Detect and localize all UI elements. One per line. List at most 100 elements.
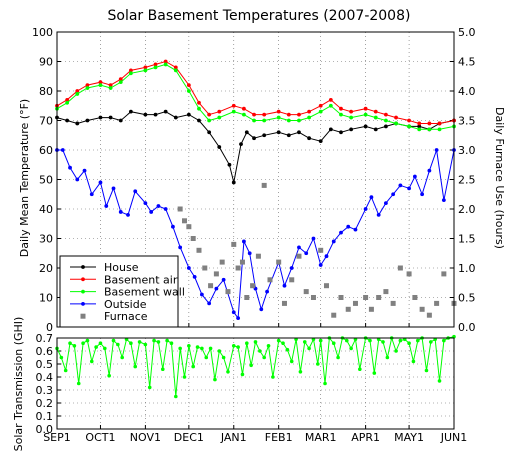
basement-wall-point (65, 100, 70, 105)
basement-air-point (286, 112, 291, 117)
solar-transmission-point (165, 338, 169, 343)
outside-point (265, 289, 269, 294)
furnace-point (202, 265, 208, 271)
solar-transmission-point (411, 359, 416, 364)
solar-transmission-point (398, 338, 403, 343)
lower-y-tick-label: 0.5 (36, 358, 54, 371)
solar-transmission-point (249, 363, 253, 368)
furnace-point (338, 295, 344, 300)
outside-point (214, 286, 219, 291)
basement-air-point (65, 97, 70, 102)
solar-transmission-point (240, 372, 245, 377)
solar-transmission-point (169, 341, 174, 346)
house-point (75, 121, 80, 126)
outside-point (143, 201, 148, 206)
basement-wall-point (394, 121, 398, 126)
y-tick-label: 100 (32, 26, 53, 39)
lower-y-tick-label: 0.7 (36, 332, 54, 345)
house-point (286, 133, 291, 138)
solar-transmission-point (289, 359, 294, 364)
house-point (108, 115, 113, 120)
solar-transmission-point (226, 370, 230, 374)
basement-wall-point (318, 109, 323, 114)
house-point (231, 180, 236, 185)
solar-transmission-point (281, 341, 285, 346)
basement-wall-point (108, 86, 113, 90)
solar-transmission-point (213, 377, 217, 382)
y2-tick-label: 2.0 (458, 203, 476, 216)
basement-air-point (242, 106, 246, 111)
outside-point (186, 266, 191, 270)
outside-point (199, 292, 204, 297)
y2-tick-label: 4.5 (458, 56, 476, 69)
basement-wall-point (173, 68, 178, 73)
furnace-point (376, 295, 382, 300)
furnace-point (190, 236, 196, 241)
furnace-point (296, 253, 302, 259)
furnace-point (235, 265, 241, 271)
solar-transmission-point (152, 338, 156, 343)
basement-air-point (276, 109, 281, 114)
basement-air-point (153, 62, 158, 67)
legend-furnace-marker (80, 313, 86, 319)
temperature-plot: 0 10 20 30 40 50 60 70 80 90 100 0.0 0.5 1.0 1.5 2.0 2.5… (32, 26, 476, 334)
house-point (186, 112, 191, 117)
chart-title: Solar Basement Temperatures (2007-2008) (108, 8, 411, 24)
outside-point (231, 310, 236, 315)
basement-air-point (262, 112, 267, 117)
basement-wall-point (163, 62, 168, 67)
house-point (153, 112, 158, 117)
solar-transmission-point (316, 362, 320, 366)
y-tick-label: 0 (46, 321, 53, 334)
solar-transmission-point (120, 355, 125, 360)
lower-y-tick-label: 0.4 (36, 371, 54, 384)
furnace-point (419, 306, 425, 312)
basement-air-point (186, 83, 191, 87)
outside-point (118, 210, 123, 214)
y-axis-label: Daily Mean Temperature (°F) (18, 99, 31, 257)
basement-wall-point (297, 118, 301, 123)
solar-transmission-point (231, 344, 236, 348)
solar-transmission-point (129, 341, 133, 346)
basement-air-point (328, 97, 333, 102)
house-point (349, 127, 354, 132)
house-point (65, 118, 70, 123)
outside-point (346, 224, 351, 229)
house-point (244, 130, 249, 135)
outside-point (171, 224, 175, 229)
furnace-point (441, 271, 447, 277)
solar-transmission-point (318, 338, 323, 343)
solar-transmission-point (200, 346, 204, 351)
basement-wall-point (128, 71, 133, 76)
outside-point (339, 230, 343, 235)
basement-wall-point (197, 106, 201, 111)
solar-transmission-point (208, 346, 213, 351)
outside-point (289, 266, 294, 270)
y2-tick-label: 0.0 (458, 321, 476, 334)
furnace-point (208, 283, 214, 289)
outside-point (221, 277, 226, 282)
outside-point (384, 201, 388, 206)
basement-air-point (231, 103, 236, 108)
solar-transmission-point (187, 344, 191, 348)
solar-transmission-point (253, 340, 258, 344)
y-tick-label: 40 (39, 203, 53, 216)
solar-transmission-point (143, 342, 148, 347)
y2-tick-label: 1.0 (458, 262, 476, 275)
basement-wall-point (286, 118, 291, 123)
basement-air-point (297, 112, 301, 117)
house-point (98, 115, 103, 120)
basement-air-point (75, 89, 80, 93)
house-point (307, 136, 312, 141)
furnace-point (397, 265, 403, 271)
outside-point (156, 204, 161, 208)
basement-air-point (143, 65, 148, 70)
basement-air-point (118, 77, 123, 82)
solar-transmission-point (266, 344, 271, 348)
outside-point (412, 174, 417, 179)
solar-transmission-point (407, 341, 411, 346)
basement-air-point (108, 83, 113, 87)
legend-label: House (104, 261, 139, 274)
basement-wall-point (339, 112, 343, 117)
basement-air-point (427, 121, 432, 126)
